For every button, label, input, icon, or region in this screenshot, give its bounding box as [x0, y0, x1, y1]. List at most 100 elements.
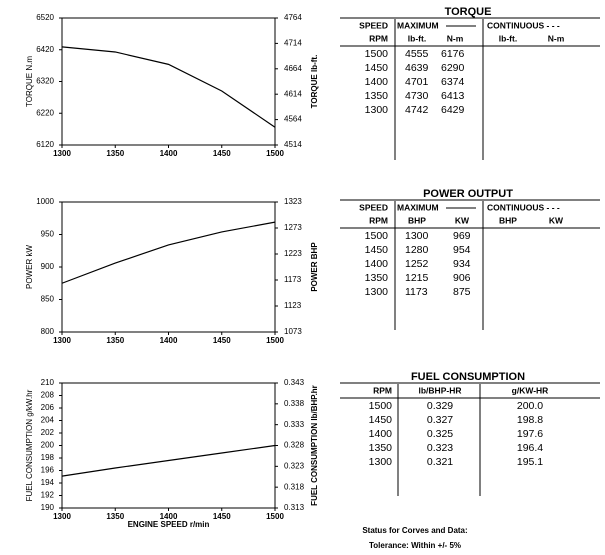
table-header: RPM [373, 385, 392, 395]
table-cell: 906 [453, 272, 471, 284]
y-tick-label: 850 [41, 295, 55, 304]
table-cell: 0.323 [427, 442, 453, 454]
x-tick-label: 1300 [53, 512, 71, 521]
table-title: POWER OUTPUT [423, 188, 513, 200]
y-tick-label: 202 [41, 428, 55, 437]
y2-tick-label: 1223 [284, 249, 302, 258]
table-header: KW [455, 215, 470, 225]
table-header: CONTINUOUS - - - [487, 20, 560, 30]
y2-axis-label: TORQUE lb-ft. [310, 55, 319, 109]
y-tick-label: 6520 [36, 13, 54, 22]
table-header: lb/BHP-HR [419, 385, 462, 395]
y-tick-label: 208 [41, 391, 55, 400]
y2-tick-label: 0.318 [284, 482, 305, 491]
x-tick-label: 1400 [160, 149, 178, 158]
y2-tick-label: 1123 [284, 301, 302, 310]
table-cell: 200.0 [517, 400, 543, 412]
table-cell: 969 [453, 230, 471, 242]
table-cell: 0.321 [427, 456, 453, 468]
x-tick-label: 1300 [53, 336, 71, 345]
table-header: RPM [369, 215, 388, 225]
table-cell: 1400 [365, 76, 389, 88]
table-cell: 1350 [369, 442, 393, 454]
y2-axis-label: POWER BHP [310, 242, 319, 292]
x-tick-label: 1500 [266, 149, 284, 158]
table-cell: 1300 [405, 230, 429, 242]
y2-tick-label: 0.333 [284, 420, 305, 429]
y2-tick-label: 4564 [284, 115, 302, 124]
y-tick-label: 198 [41, 453, 55, 462]
series-line [61, 444, 276, 477]
y-axis-label: FUEL CONSUMPTION g/kW.hr [25, 389, 34, 501]
table-header: MAXIMUM [397, 202, 439, 212]
x-tick-label: 1300 [53, 149, 71, 158]
table-cell: 4701 [405, 76, 429, 88]
y2-tick-label: 0.343 [284, 378, 305, 387]
y-tick-label: 6120 [36, 140, 54, 149]
y-tick-label: 204 [41, 416, 55, 425]
table-cell: 6413 [441, 90, 465, 102]
table-header: SPEED [359, 202, 388, 212]
y-tick-label: 1000 [36, 197, 54, 206]
table-cell: 0.325 [427, 428, 453, 440]
y2-tick-label: 4764 [284, 13, 302, 22]
y2-tick-label: 0.338 [284, 399, 305, 408]
x-tick-label: 1500 [266, 336, 284, 345]
y-tick-label: 192 [41, 491, 55, 500]
table-cell: 6374 [441, 76, 465, 88]
y2-tick-label: 0.313 [284, 503, 305, 512]
table-cell: 1500 [365, 230, 389, 242]
x-tick-label: 1500 [266, 512, 284, 521]
y2-tick-label: 1323 [284, 197, 302, 206]
y-tick-label: 900 [41, 262, 55, 271]
table-cell: 4555 [405, 48, 429, 60]
series-line [61, 46, 276, 128]
table-header: MAXIMUM [397, 20, 439, 30]
table-cell: 1300 [369, 456, 393, 468]
y2-tick-label: 1273 [284, 223, 302, 232]
table-cell: 1400 [369, 428, 393, 440]
y-tick-label: 6220 [36, 108, 54, 117]
y-tick-label: 190 [41, 503, 55, 512]
table-cell: 875 [453, 286, 471, 298]
y-tick-label: 200 [41, 441, 55, 450]
table-cell: 1252 [405, 258, 429, 270]
table-cell: 0.329 [427, 400, 453, 412]
y2-tick-label: 4514 [284, 140, 302, 149]
table-header: N-m [447, 33, 464, 43]
table-cell: 196.4 [517, 442, 543, 454]
x-tick-label: 1450 [213, 512, 231, 521]
y-tick-label: 194 [41, 478, 55, 487]
table-header: N-m [548, 33, 565, 43]
x-tick-label: 1450 [213, 149, 231, 158]
table-cell: 1173 [405, 286, 428, 298]
table-title: FUEL CONSUMPTION [411, 371, 525, 383]
table-cell: 4730 [405, 90, 429, 102]
y2-tick-label: 4614 [284, 89, 302, 98]
table-header: g/KW-HR [512, 385, 549, 395]
plot-frame [61, 17, 276, 146]
x-tick-label: 1400 [160, 336, 178, 345]
table-cell: 934 [453, 258, 471, 270]
x-axis-label: ENGINE SPEED r/min [128, 520, 210, 529]
x-tick-label: 1350 [106, 512, 124, 521]
y2-tick-label: 4664 [284, 64, 302, 73]
table-cell: 6429 [441, 104, 465, 116]
y-axis-label: TORQUE N.m [25, 56, 34, 107]
plot-frame [61, 382, 276, 509]
table-cell: 1450 [365, 62, 389, 74]
x-tick-label: 1450 [213, 336, 231, 345]
footer-note: Status for Corves and Data: [362, 526, 467, 535]
y2-tick-label: 0.323 [284, 461, 305, 470]
table-cell: 1450 [365, 244, 389, 256]
series-line [61, 221, 276, 284]
y-axis-label: POWER kW [25, 245, 34, 289]
table-header: BHP [499, 215, 517, 225]
table-cell: 0.327 [427, 414, 453, 426]
y2-tick-label: 4714 [284, 39, 302, 48]
table-header: RPM [369, 33, 388, 43]
y-tick-label: 196 [41, 466, 55, 475]
table-cell: 4639 [405, 62, 429, 74]
table-cell: 195.1 [517, 456, 543, 468]
y-tick-label: 800 [41, 327, 55, 336]
